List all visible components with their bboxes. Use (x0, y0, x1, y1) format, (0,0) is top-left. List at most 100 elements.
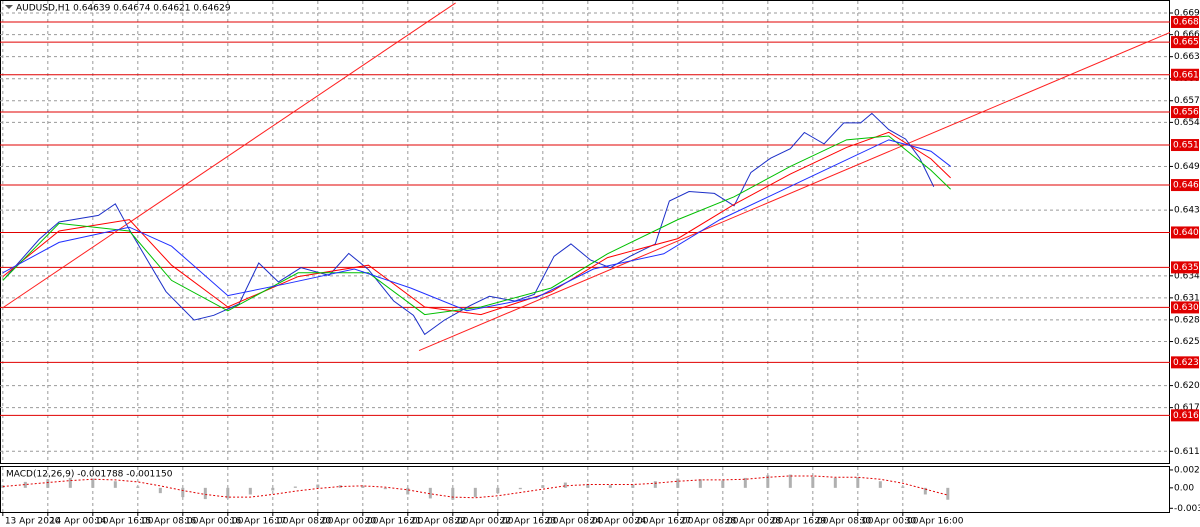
macd-bar (293, 486, 297, 488)
x-tick-label: 22 Apr 16:00 (500, 517, 559, 527)
x-tick-label: 16 Apr 00:00 (185, 517, 244, 527)
y-tick-label: 0.66920 (1174, 9, 1200, 19)
level-label: 0.66802 (1173, 17, 1200, 27)
macd-bar (518, 487, 522, 490)
level-label-box (1171, 226, 1199, 239)
level-label-box (1171, 36, 1199, 49)
level-label: 0.61623 (1173, 411, 1200, 421)
x-tick-label: 20 Apr 00:00 (320, 517, 379, 527)
macd-bar (113, 481, 117, 488)
macd-bar (653, 481, 657, 488)
macd-bar (833, 477, 837, 488)
macd-bar (923, 487, 927, 495)
level-label: 0.64031 (1173, 228, 1200, 238)
x-tick-label: 14 Apr 00:00 (50, 517, 109, 527)
macd-bar (451, 487, 455, 500)
macd-bar (856, 477, 860, 488)
level-label-box (1171, 139, 1199, 152)
moving-average (2, 135, 951, 316)
macd-bar (383, 487, 387, 490)
level-label: 0.65616 (1173, 108, 1200, 118)
macd-bar (136, 486, 140, 488)
macd-bar (721, 480, 725, 488)
level-label-box (1171, 179, 1199, 192)
macd-bar (428, 487, 432, 499)
level-label-box (1171, 356, 1199, 369)
x-tick-label: 30 Apr 16:00 (905, 517, 964, 527)
macd-bar (608, 485, 612, 488)
x-tick-label: 21 Apr 08:00 (410, 517, 469, 527)
level-label-box (1171, 15, 1199, 28)
macd-bar (23, 481, 27, 488)
macd-bar (203, 487, 207, 500)
moving-average (2, 131, 951, 316)
macd-bar (158, 487, 162, 494)
macd-bar (946, 487, 950, 500)
y-tick-label: 0.63170 (1174, 293, 1200, 303)
x-tick-label: 22 Apr 00:00 (455, 517, 514, 527)
level-label-box (1171, 106, 1199, 119)
macd-bar (878, 481, 882, 488)
y-tick-label: 0.63460 (1174, 271, 1200, 281)
macd-bar (91, 478, 95, 488)
level-label-box (1171, 261, 1199, 274)
level-label: 0.63044 (1173, 303, 1200, 313)
y-tick-label: -0.00309 (1174, 504, 1200, 514)
y-tick-label: 0.65480 (1174, 118, 1200, 128)
level-label: 0.66107 (1173, 70, 1200, 80)
chart-title: AUDUSD,H1 0.64639 0.64674 0.64621 0.6462… (16, 4, 231, 14)
x-tick-label: 20 Apr 16:00 (365, 517, 424, 527)
macd-bar (698, 479, 702, 488)
macd-bar (766, 475, 770, 488)
macd-bar (586, 483, 590, 488)
macd-bar (743, 477, 747, 488)
x-tick-label: 24 Apr 16:00 (635, 517, 694, 527)
macd-bar (563, 482, 567, 488)
macd-title: MACD(12,26,9) -0.001788 -0.001150 (6, 470, 173, 480)
macd-bar (46, 479, 50, 488)
macd-bar (271, 487, 275, 491)
macd-bar (631, 484, 635, 488)
macd-bar (316, 484, 320, 488)
macd-bar (676, 478, 680, 488)
macd-bar (226, 487, 230, 499)
macd-bar (181, 487, 185, 498)
x-tick-label: 28 Apr 16:00 (770, 517, 829, 527)
x-tick-label: 13 Apr 2020 (5, 517, 61, 527)
level-label: 0.65182 (1173, 141, 1200, 151)
x-tick-label: 17 Apr 08:00 (275, 517, 334, 527)
trend-line (418, 31, 1171, 352)
level-label: 0.62321 (1173, 358, 1200, 368)
y-tick-label: 0.61150 (1174, 447, 1200, 457)
macd-bar (473, 487, 477, 498)
level-label: 0.66537 (1173, 38, 1200, 48)
macd-bar (788, 474, 792, 488)
x-tick-label: 15 Apr 08:00 (140, 517, 199, 527)
level-label-box (1171, 409, 1199, 422)
y-tick-label: 0.00 (1174, 483, 1194, 493)
level-label-box (1171, 301, 1199, 314)
y-tick-label: 0.66635 (1174, 30, 1200, 40)
x-tick-label: 23 Apr 08:00 (545, 517, 604, 527)
macd-pane (0, 466, 1170, 513)
x-tick-label: 24 Apr 00:00 (590, 517, 649, 527)
level-label-box (1171, 68, 1199, 81)
x-tick-label: 29 Apr 08:00 (815, 517, 874, 527)
macd-bar (811, 476, 815, 488)
y-tick-label: 0.62015 (1174, 381, 1200, 391)
y-tick-label: 0.65765 (1174, 96, 1200, 106)
x-tick-label: 27 Apr 08:00 (680, 517, 739, 527)
y-tick-label: 0.64900 (1174, 162, 1200, 172)
x-tick-label: 30 Apr 00:00 (860, 517, 919, 527)
y-tick-label: 0.62595 (1174, 337, 1200, 347)
level-label: 0.63571 (1173, 263, 1200, 273)
level-label: 0.64655 (1173, 181, 1200, 191)
macd-bar (338, 485, 342, 488)
y-tick-label: 0.64325 (1174, 206, 1200, 216)
macd-bar (541, 485, 545, 488)
y-tick-label: 0.61725 (1174, 403, 1200, 413)
trend-line (2, 2, 456, 309)
x-tick-label: 14 Apr 16:00 (95, 517, 154, 527)
macd-bar (496, 487, 500, 494)
y-tick-label: 0.002704 (1174, 465, 1200, 475)
